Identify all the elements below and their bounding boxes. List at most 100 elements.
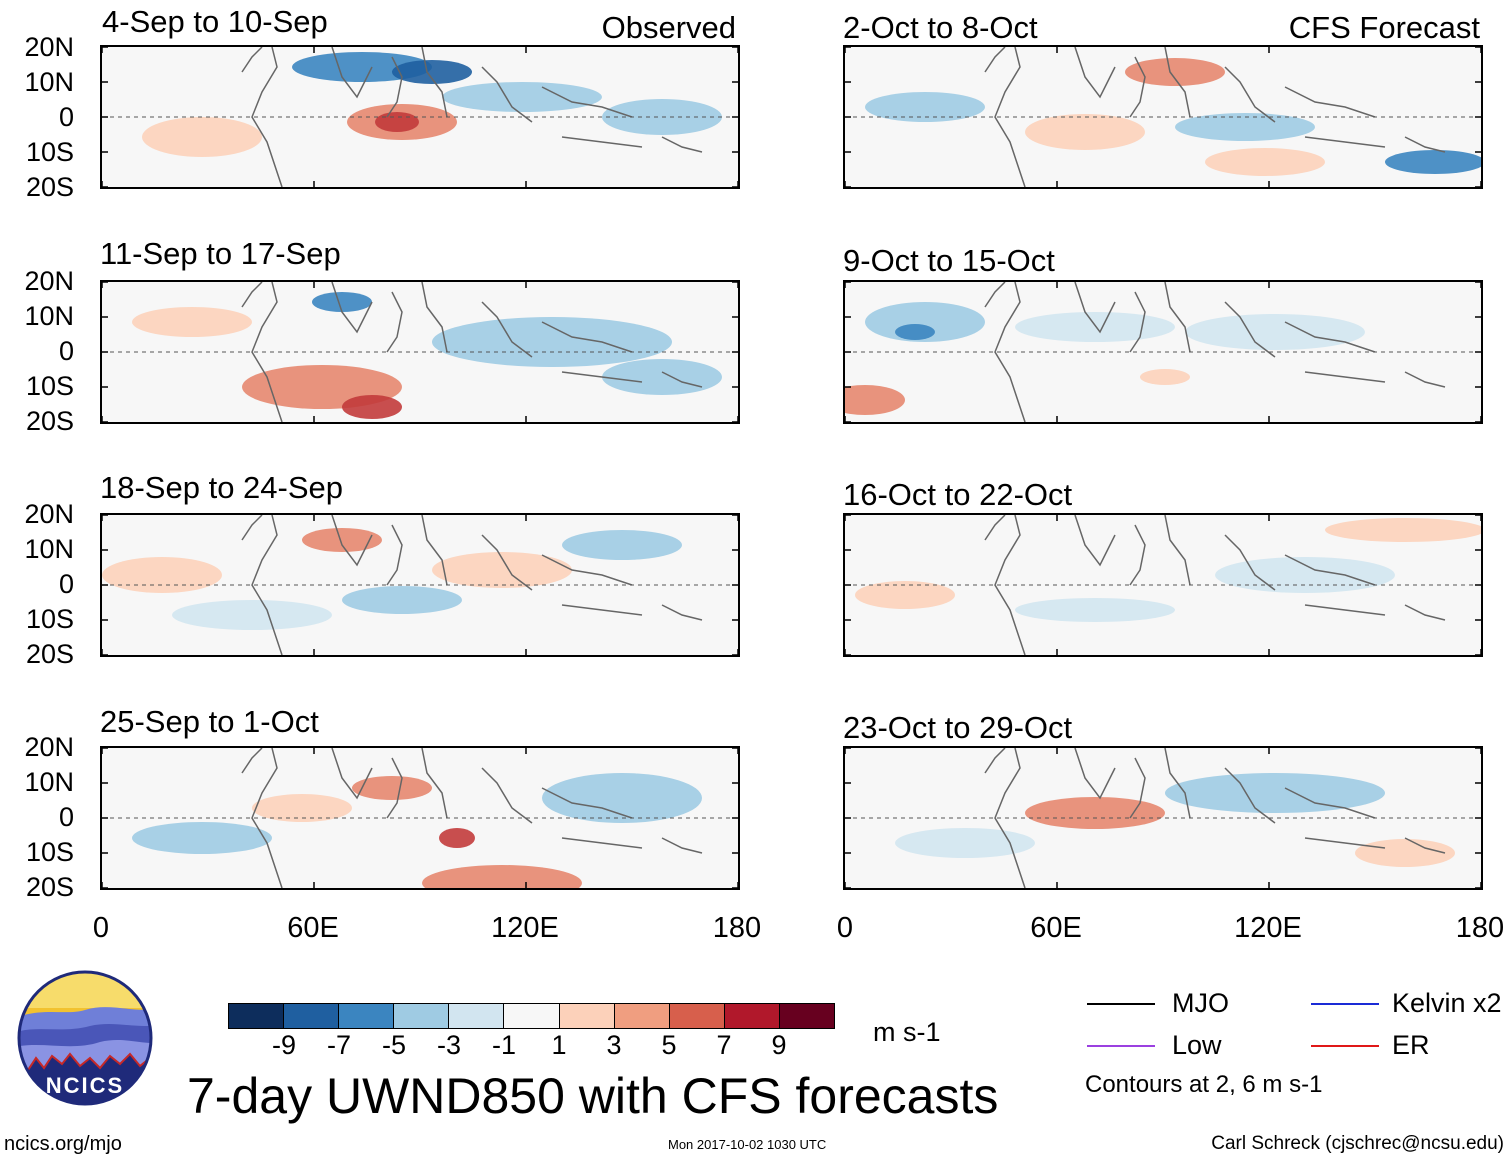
lat-label: 20N — [24, 499, 74, 529]
lat-label: 10S — [25, 137, 74, 167]
wind-anomaly-shading — [562, 530, 682, 560]
panel-title: 11-Sep to 17-Sep — [100, 236, 341, 271]
map-canvas — [102, 47, 738, 187]
lon-label: 120E — [491, 912, 559, 944]
legend-line-kelvin — [1311, 1003, 1379, 1005]
panel-tag: Observed — [601, 10, 736, 45]
panel-title: 18-Sep to 24-Sep — [100, 470, 344, 505]
wind-anomaly-shading — [895, 828, 1035, 858]
panel-title: 23-Oct to 29-Oct — [843, 710, 1073, 745]
wind-anomaly-shading — [1140, 369, 1190, 385]
lon-label: 0 — [92, 912, 110, 944]
colorbar-tick: -9 — [271, 1030, 297, 1060]
lat-label: 10S — [25, 604, 74, 634]
wind-anomaly-shading — [1185, 314, 1365, 350]
wind-anomaly-shading — [312, 292, 372, 312]
wind-anomaly-shading — [1025, 114, 1145, 150]
lat-label: 0 — [58, 569, 74, 599]
wind-anomaly-shading — [252, 794, 352, 822]
lon-label: 180 — [712, 912, 762, 944]
colorbar-segment — [668, 1004, 724, 1028]
panel-tag: CFS Forecast — [1288, 10, 1480, 45]
panel-title: 2-Oct to 8-Oct — [843, 10, 1038, 45]
map-panel — [843, 280, 1483, 424]
colorbar-tick: 3 — [606, 1030, 622, 1060]
wind-anomaly-shading — [855, 581, 955, 609]
coastline — [241, 47, 703, 187]
coastline — [241, 748, 703, 888]
wind-anomaly-shading — [342, 586, 462, 614]
footer-credit: Carl Schreck (cjschrec@ncsu.edu) — [1211, 1133, 1504, 1154]
panel-title: 16-Oct to 22-Oct — [843, 477, 1073, 512]
colorbar-segment — [778, 1004, 835, 1028]
wind-anomaly-shading — [352, 776, 432, 800]
wind-anomaly-shading — [375, 112, 419, 132]
map-panel — [843, 45, 1483, 189]
lat-label: 20S — [25, 639, 74, 669]
colorbar — [228, 1003, 835, 1029]
wind-anomaly-shading — [439, 828, 475, 848]
ncics-logo: NCICS — [10, 968, 160, 1108]
wind-anomaly-shading — [1125, 58, 1225, 86]
wind-anomaly-shading — [102, 557, 222, 593]
wind-anomaly-shading — [432, 317, 672, 367]
lat-label: 20S — [25, 406, 74, 436]
map-canvas — [845, 515, 1481, 655]
map-panel — [100, 746, 740, 890]
wind-anomaly-shading — [865, 92, 985, 122]
legend-line-mjo — [1087, 1003, 1155, 1005]
wind-anomaly-shading — [422, 865, 582, 888]
coastline — [984, 282, 1446, 422]
wind-anomaly-shading — [172, 600, 332, 630]
wind-anomaly-shading — [302, 528, 382, 552]
map-panel — [100, 513, 740, 657]
colorbar-segment — [558, 1004, 614, 1028]
colorbar-tick: -7 — [326, 1030, 352, 1060]
colorbar-segment — [283, 1004, 339, 1028]
colorbar-segment — [613, 1004, 669, 1028]
map-panel — [843, 746, 1483, 890]
lon-label: 120E — [1234, 912, 1302, 944]
lat-label: 10N — [24, 534, 74, 564]
wind-anomaly-shading — [132, 307, 252, 337]
wind-anomaly-shading — [1355, 839, 1455, 867]
main-title: 7-day UWND850 with CFS forecasts — [187, 1068, 999, 1124]
lon-label: 60E — [287, 912, 339, 944]
footer-timestamp: Mon 2017-10-02 1030 UTC — [668, 1137, 827, 1152]
colorbar-tick: -3 — [436, 1030, 462, 1060]
map-panel — [100, 280, 740, 424]
lat-label: 10S — [25, 371, 74, 401]
panel-title: 25-Sep to 1-Oct — [100, 704, 319, 739]
lat-label: 0 — [58, 336, 74, 366]
wind-anomaly-shading — [1175, 113, 1315, 141]
panel-title: 9-Oct to 15-Oct — [843, 243, 1055, 278]
coastline — [241, 515, 703, 655]
wind-anomaly-shading — [1015, 312, 1175, 342]
lat-label: 10S — [25, 837, 74, 867]
map-canvas — [845, 282, 1481, 422]
panel-title: 4-Sep to 10-Sep — [102, 4, 328, 39]
colorbar-segment — [448, 1004, 504, 1028]
lon-label: 180 — [1455, 912, 1505, 944]
lat-label: 20S — [25, 172, 74, 202]
colorbar-segment — [723, 1004, 779, 1028]
legend-note: Contours at 2, 6 m s-1 — [1085, 1071, 1323, 1098]
map-canvas — [845, 748, 1481, 888]
lat-label: 20N — [24, 732, 74, 762]
wind-anomaly-shading — [132, 822, 272, 854]
lat-label: 20N — [24, 32, 74, 62]
map-canvas — [102, 282, 738, 422]
wind-anomaly-shading — [1165, 773, 1385, 813]
wind-anomaly-shading — [1325, 518, 1481, 542]
coastline — [984, 515, 1446, 655]
wind-anomaly-shading — [542, 773, 702, 823]
coastline — [241, 282, 703, 422]
map-canvas — [102, 515, 738, 655]
legend-label-er: ER — [1392, 1030, 1430, 1060]
lat-label: 10N — [24, 67, 74, 97]
lat-label: 20S — [25, 872, 74, 902]
colorbar-tick: -1 — [491, 1030, 517, 1060]
colorbar-tick: 7 — [716, 1030, 732, 1060]
lat-label: 0 — [58, 802, 74, 832]
footer-url[interactable]: ncics.org/mjo — [4, 1133, 122, 1155]
